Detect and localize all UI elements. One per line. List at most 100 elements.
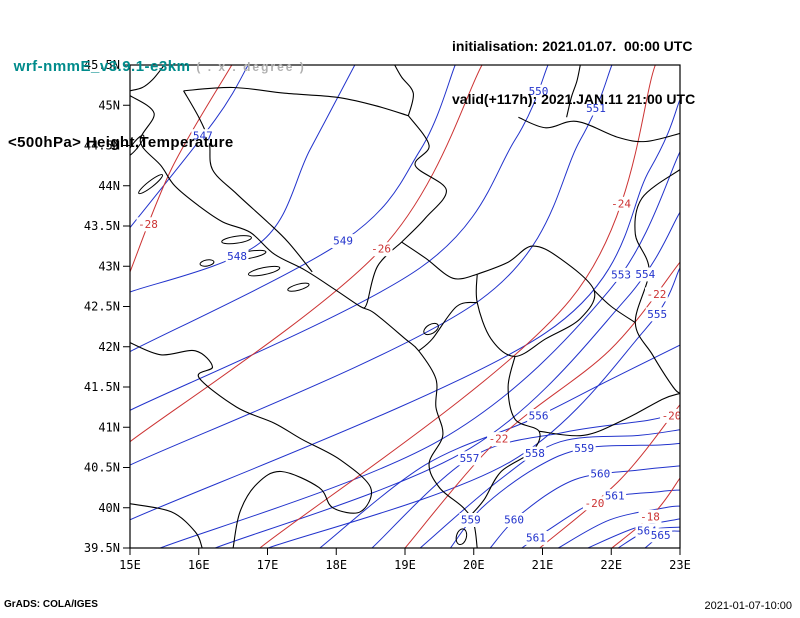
contour-label: -20 [584, 497, 604, 510]
contour-label: 556 [529, 410, 549, 423]
y-axis-label: 42N [98, 340, 120, 354]
contour-label: 559 [574, 442, 594, 455]
product-title: <500hPa> Height,Temperature [8, 134, 234, 151]
height-contour [130, 99, 680, 521]
y-axis-label: 45.5N [84, 58, 120, 72]
contour-label-bg [660, 408, 680, 423]
island [199, 259, 215, 267]
model-name: wrf-nmmE_v3.9.1-e3km [13, 58, 191, 75]
contour-label: 559 [461, 514, 481, 527]
country-border [183, 90, 313, 273]
x-axis-label: 15E [119, 558, 141, 572]
x-axis-label: 19E [394, 558, 416, 572]
contour-label-bg [527, 409, 551, 423]
init-time: initialisation: 2021.01.07. 00:00 UTC [452, 38, 693, 54]
header-right: initialisation: 2021.01.07. 00:00 UTC va… [452, 6, 695, 139]
y-axis-label: 39.5N [84, 541, 120, 555]
contour-label-bg [582, 496, 606, 511]
contour-label: 557 [460, 452, 480, 465]
height-contour [419, 429, 680, 548]
contour-label-bg [191, 129, 215, 144]
temp-contour [404, 261, 680, 548]
contour-label: 551 [586, 102, 606, 115]
y-axis-label: 43N [98, 259, 120, 273]
map-frame [129, 64, 681, 549]
island [287, 282, 310, 292]
island [423, 322, 439, 336]
contour-label-bg [638, 509, 662, 524]
country-border [183, 86, 409, 117]
contour-label-bg [609, 267, 633, 282]
y-axis-label: 41N [98, 420, 120, 434]
contour-label: 547 [193, 130, 213, 143]
contour-label: 549 [333, 235, 353, 248]
contour-label-bg [645, 307, 669, 322]
contour-label: -24 [611, 197, 631, 210]
contour-label-bg [644, 287, 668, 302]
valid-time: valid(+117h): 2021.JAN.11 21:00 UTC [452, 91, 696, 107]
contour-label-bg [458, 451, 481, 466]
contour-labels-layer: 547 548 549 550 551 553 554 555 556 557 558 559 559 5… [136, 84, 680, 545]
x-axis-label: 20E [463, 558, 485, 572]
x-axis-label: 18E [325, 558, 347, 572]
y-axis-label: 43.5N [84, 219, 120, 233]
island [221, 235, 252, 245]
contour-label-bg [459, 513, 483, 527]
contour-label: -22 [646, 288, 666, 301]
country-border [394, 65, 414, 116]
axes-layer: 45.5N 45N 44.5N 44N 43.5N 43N 42.5N 42N 41.5N 41N… [84, 58, 691, 572]
country-border [518, 116, 680, 143]
x-axis-label: 23E [669, 558, 691, 572]
contour-label-bg [369, 242, 393, 257]
header: wrf-nmmE_v3.9.1-e3km ( . x . degree ) <50… [0, 0, 800, 151]
y-axis-label: 42.5N [84, 300, 120, 314]
y-axis-label: 45N [98, 98, 120, 112]
contour-label-bg [609, 196, 633, 211]
height-contours-layer [130, 65, 680, 548]
x-axis-label: 16E [188, 558, 210, 572]
contour-label: 560 [504, 514, 524, 527]
x-axis-label: 21E [532, 558, 554, 572]
contour-label-bg [603, 489, 627, 504]
country-border [539, 392, 680, 437]
contour-label-bg [523, 446, 547, 461]
contour-label-bg [487, 432, 510, 447]
country-border [401, 115, 447, 243]
island [138, 174, 164, 195]
contour-label: -18 [640, 510, 660, 523]
contour-label-bg [225, 249, 249, 264]
contour-label: -26 [371, 243, 391, 256]
contour-label: 558 [525, 447, 545, 460]
coastline [130, 342, 372, 548]
height-contour [215, 212, 680, 548]
country-border [469, 356, 541, 517]
temp-contour [539, 404, 680, 548]
contour-label-bg [649, 528, 673, 543]
contour-label-bg [524, 530, 548, 545]
height-contour [160, 151, 680, 548]
contour-label: -22 [489, 433, 509, 446]
height-contour [130, 65, 356, 293]
country-border [130, 65, 165, 92]
country-border [418, 301, 478, 352]
contour-label: 550 [529, 85, 549, 98]
country-border [634, 169, 680, 394]
contour-label: 560 [590, 467, 610, 480]
contour-label: 548 [227, 250, 247, 263]
country-border [566, 65, 581, 118]
contour-label-bg [331, 234, 355, 249]
contour-label-bg [633, 267, 658, 282]
grid-resolution: ( . x . degree ) [196, 60, 306, 74]
height-contour [130, 65, 549, 411]
height-contour [130, 65, 249, 228]
grads-credit: GrADS: COLA/IGES [4, 599, 98, 610]
height-contour [130, 65, 456, 353]
height-contour [371, 411, 680, 548]
island [455, 528, 468, 546]
height-contour [319, 344, 680, 548]
contour-label: 565 [651, 529, 671, 542]
contour-label: 553 [611, 268, 631, 281]
timestamp: 2021-01-07-10:00 [704, 600, 792, 612]
island [130, 134, 145, 157]
